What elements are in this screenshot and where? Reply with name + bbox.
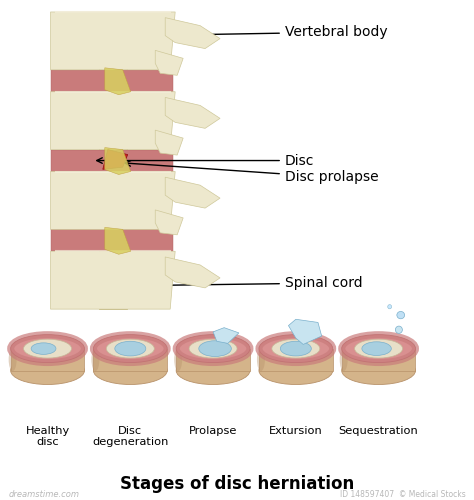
Polygon shape [105,148,131,174]
Text: ID 148597407  © Medical Stocks: ID 148597407 © Medical Stocks [339,490,465,499]
Polygon shape [51,172,175,230]
Polygon shape [51,150,173,172]
Text: Healthy
disc: Healthy disc [26,426,70,448]
Ellipse shape [342,356,416,384]
Polygon shape [10,348,84,370]
Ellipse shape [355,339,402,358]
Ellipse shape [10,356,84,384]
Text: Disc: Disc [97,154,314,168]
Polygon shape [51,70,173,92]
Polygon shape [165,177,220,208]
Polygon shape [176,348,250,370]
Text: Spinal cord: Spinal cord [115,276,363,290]
Ellipse shape [388,304,392,309]
Ellipse shape [259,356,333,384]
Text: Prolapse: Prolapse [189,426,237,436]
Polygon shape [155,210,183,235]
Polygon shape [105,68,131,94]
Text: Stages of disc herniation: Stages of disc herniation [120,474,354,492]
Ellipse shape [342,334,416,362]
Ellipse shape [257,348,265,371]
Text: Disc prolapse: Disc prolapse [125,160,378,184]
Ellipse shape [272,339,320,358]
Ellipse shape [91,348,100,371]
Text: dreamstime.com: dreamstime.com [9,490,80,499]
Polygon shape [259,348,333,370]
Polygon shape [93,348,167,370]
Polygon shape [342,348,416,370]
Ellipse shape [199,341,231,356]
Text: Sequestration: Sequestration [339,426,419,436]
Polygon shape [165,18,220,48]
Polygon shape [51,12,175,70]
Ellipse shape [176,334,250,362]
Ellipse shape [176,356,250,384]
Ellipse shape [9,348,17,371]
Ellipse shape [397,312,405,319]
Ellipse shape [93,334,167,362]
Ellipse shape [106,339,154,358]
Polygon shape [165,98,220,128]
Ellipse shape [174,348,182,371]
Ellipse shape [24,339,72,358]
Polygon shape [213,328,239,344]
Ellipse shape [115,342,146,356]
Ellipse shape [189,339,237,358]
Ellipse shape [340,348,348,371]
Ellipse shape [362,342,392,355]
Polygon shape [105,228,131,254]
Ellipse shape [395,326,402,334]
Polygon shape [155,130,183,155]
Ellipse shape [280,342,311,356]
Polygon shape [51,230,173,252]
Polygon shape [51,252,175,309]
Polygon shape [103,150,128,170]
Polygon shape [99,12,127,309]
Text: Vertebral body: Vertebral body [174,25,387,39]
Ellipse shape [259,334,333,362]
Polygon shape [155,50,183,76]
Text: Extursion: Extursion [269,426,323,436]
Polygon shape [289,320,322,344]
Ellipse shape [10,334,84,362]
Ellipse shape [93,356,167,384]
Polygon shape [165,257,220,288]
Ellipse shape [31,343,56,354]
Text: Disc
degeneration: Disc degeneration [92,426,168,448]
Polygon shape [51,92,175,150]
